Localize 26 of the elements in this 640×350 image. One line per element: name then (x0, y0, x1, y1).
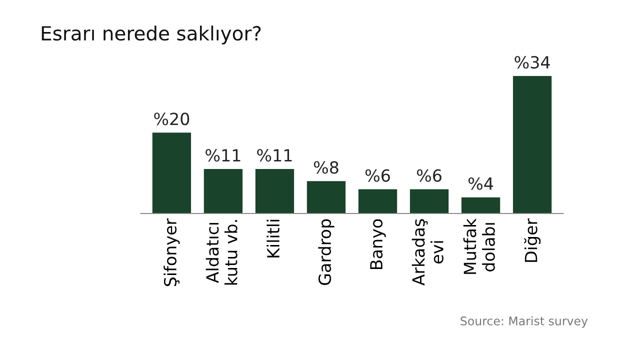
bar (410, 189, 449, 214)
data-label: %8 (314, 161, 338, 174)
data-label: %20 (154, 112, 190, 126)
x-tick-label: Diğer (524, 218, 541, 262)
x-tick-label: Mutfak dolabı (463, 218, 495, 274)
bar (358, 189, 398, 214)
data-label: %4 (468, 177, 494, 190)
data-label: %6 (365, 169, 390, 182)
x-tick-label: Aldatıcı kutu vb. (206, 220, 238, 285)
data-label: %6 (416, 169, 442, 182)
data-label: %11 (257, 149, 292, 162)
bar (512, 76, 552, 214)
data-label: %11 (206, 149, 240, 162)
x-tick-label: Arkadaş evi (412, 219, 444, 286)
chart-title: Esrarı nerede saklıyor? (42, 26, 261, 44)
source-note: Source: Marist survey (460, 316, 588, 328)
bar (152, 132, 192, 214)
x-tick-label: Kilitli (266, 220, 280, 258)
bar (306, 181, 346, 214)
bar (255, 169, 294, 214)
bar (461, 197, 500, 214)
x-tick-label: Banyo (370, 219, 386, 269)
x-tick-label: Gardrop (318, 219, 334, 285)
data-label: %34 (514, 56, 550, 69)
bar (204, 169, 243, 214)
x-tick-label: Şifonyer (164, 218, 180, 286)
